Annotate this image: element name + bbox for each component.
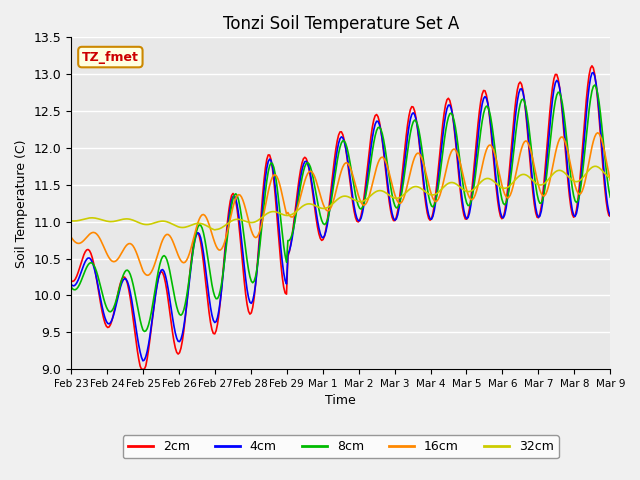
16cm	[594, 130, 602, 136]
Text: TZ_fmet: TZ_fmet	[82, 50, 139, 63]
32cm	[533, 181, 541, 187]
8cm	[533, 191, 541, 197]
32cm	[102, 218, 110, 224]
8cm	[346, 159, 354, 165]
4cm	[346, 173, 354, 179]
32cm	[591, 163, 598, 169]
4cm	[67, 281, 75, 287]
2cm	[453, 152, 461, 158]
16cm	[86, 231, 93, 237]
16cm	[607, 178, 614, 183]
8cm	[86, 261, 93, 266]
8cm	[102, 304, 110, 310]
16cm	[143, 272, 151, 278]
8cm	[591, 82, 598, 88]
32cm	[605, 174, 612, 180]
4cm	[589, 70, 597, 75]
Line: 32cm: 32cm	[71, 166, 611, 230]
4cm	[533, 211, 541, 217]
8cm	[607, 194, 614, 200]
16cm	[102, 250, 110, 255]
Line: 4cm: 4cm	[71, 72, 611, 361]
8cm	[141, 328, 148, 334]
Title: Tonzi Soil Temperature Set A: Tonzi Soil Temperature Set A	[223, 15, 459, 33]
X-axis label: Time: Time	[325, 395, 356, 408]
Legend: 2cm, 4cm, 8cm, 16cm, 32cm: 2cm, 4cm, 8cm, 16cm, 32cm	[123, 435, 559, 458]
4cm	[607, 213, 614, 218]
2cm	[86, 248, 93, 253]
32cm	[211, 227, 219, 233]
2cm	[138, 366, 145, 372]
16cm	[346, 164, 354, 169]
2cm	[607, 214, 614, 219]
4cm	[605, 209, 612, 215]
4cm	[86, 255, 93, 261]
16cm	[67, 234, 75, 240]
4cm	[139, 358, 147, 364]
8cm	[453, 133, 461, 139]
32cm	[346, 194, 354, 200]
Line: 16cm: 16cm	[71, 133, 611, 275]
8cm	[605, 187, 612, 193]
Line: 2cm: 2cm	[71, 66, 611, 369]
32cm	[67, 218, 75, 224]
2cm	[67, 278, 75, 284]
2cm	[102, 323, 110, 329]
16cm	[453, 149, 461, 155]
32cm	[607, 175, 614, 181]
Line: 8cm: 8cm	[71, 85, 611, 331]
Y-axis label: Soil Temperature (C): Soil Temperature (C)	[15, 139, 28, 267]
4cm	[102, 318, 110, 324]
8cm	[67, 284, 75, 290]
2cm	[533, 214, 541, 220]
2cm	[588, 63, 596, 69]
4cm	[453, 147, 461, 153]
16cm	[533, 177, 541, 182]
2cm	[605, 213, 612, 218]
2cm	[346, 178, 354, 183]
32cm	[86, 215, 93, 221]
32cm	[453, 181, 461, 187]
16cm	[605, 171, 612, 177]
